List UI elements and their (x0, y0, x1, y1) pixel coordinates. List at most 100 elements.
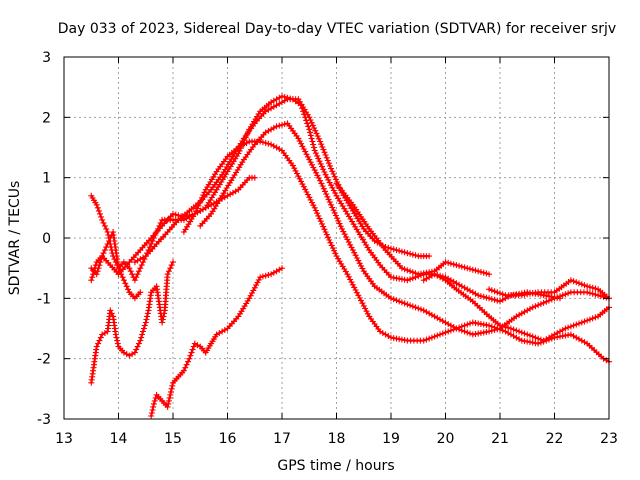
x-tick-label: 21 (491, 431, 509, 447)
data-point (300, 183, 307, 190)
data-point (172, 211, 179, 218)
data-point (300, 146, 307, 152)
data-point (447, 260, 454, 267)
data-point (348, 244, 355, 251)
data-point (314, 172, 321, 179)
data-point (567, 277, 574, 284)
data-point (296, 138, 303, 145)
data-point (343, 233, 349, 240)
data-point (356, 260, 363, 267)
data-point (326, 179, 333, 186)
data-point (294, 170, 300, 177)
data-point (103, 244, 110, 251)
x-axis-label: GPS time / hours (277, 458, 394, 474)
data-point (353, 289, 360, 296)
data-point (358, 262, 364, 269)
data-point (139, 331, 146, 338)
data-point (437, 331, 443, 338)
data-point (565, 290, 572, 297)
data-point (97, 334, 104, 341)
data-point (100, 219, 107, 226)
data-point (527, 332, 533, 339)
data-point (486, 286, 493, 293)
data-point (115, 265, 122, 272)
series-markers-9 (333, 180, 493, 278)
data-point (319, 163, 325, 170)
data-point (251, 284, 258, 291)
data-point (328, 182, 335, 189)
data-point (412, 252, 419, 259)
data-point (161, 310, 168, 317)
data-point (589, 315, 596, 322)
data-point (456, 324, 463, 331)
data-point (499, 291, 506, 298)
series-markers-7 (180, 138, 612, 365)
data-point (491, 296, 498, 303)
data-point (488, 323, 495, 330)
data-point (251, 174, 258, 181)
data-point (101, 247, 108, 254)
data-point (535, 302, 542, 309)
data-point (437, 272, 444, 279)
series-markers-3 (88, 229, 144, 302)
data-point (166, 394, 173, 401)
data-point (159, 319, 166, 326)
data-point (401, 266, 408, 273)
data-point (114, 340, 121, 347)
x-tick-label: 19 (382, 431, 400, 447)
data-point (328, 201, 334, 208)
data-point (318, 180, 325, 187)
data-point (442, 259, 449, 266)
data-point (308, 119, 315, 126)
data-point (306, 114, 313, 121)
data-point (306, 194, 313, 201)
data-point (499, 327, 506, 334)
data-point (88, 277, 95, 284)
data-point (434, 272, 441, 278)
data-point (133, 274, 140, 281)
x-tick-label: 14 (110, 431, 128, 447)
data-point (95, 265, 102, 272)
data-point (398, 265, 405, 272)
data-point (401, 300, 408, 307)
data-point (310, 141, 317, 148)
data-point (326, 237, 333, 243)
data-point (540, 299, 547, 306)
x-tick-label: 15 (164, 431, 182, 447)
data-point (331, 247, 338, 254)
data-point (137, 337, 144, 344)
data-point (180, 367, 187, 374)
data-point (565, 324, 572, 331)
data-point (97, 259, 104, 266)
data-point (193, 208, 199, 215)
data-point (393, 247, 400, 254)
data-point (265, 272, 272, 278)
data-point (578, 319, 585, 326)
data-point (535, 340, 542, 347)
data-point (327, 162, 333, 169)
data-point (116, 268, 123, 275)
data-point (532, 334, 539, 341)
data-point (310, 164, 317, 171)
data-point (167, 265, 174, 272)
data-point (401, 249, 408, 256)
data-point (138, 334, 145, 341)
data-point (477, 293, 484, 300)
data-point (428, 334, 435, 341)
data-point (404, 301, 411, 308)
data-point (329, 245, 336, 252)
data-point (152, 232, 159, 238)
data-point (279, 93, 285, 100)
data-point (426, 253, 433, 260)
data-point (330, 207, 337, 214)
data-point (298, 178, 305, 185)
data-point (119, 274, 126, 281)
data-point (309, 122, 316, 129)
data-point (322, 188, 328, 195)
data-point (308, 135, 315, 142)
data-point (321, 169, 328, 175)
data-point (323, 154, 330, 161)
data-point (329, 204, 336, 211)
data-point (320, 146, 327, 153)
